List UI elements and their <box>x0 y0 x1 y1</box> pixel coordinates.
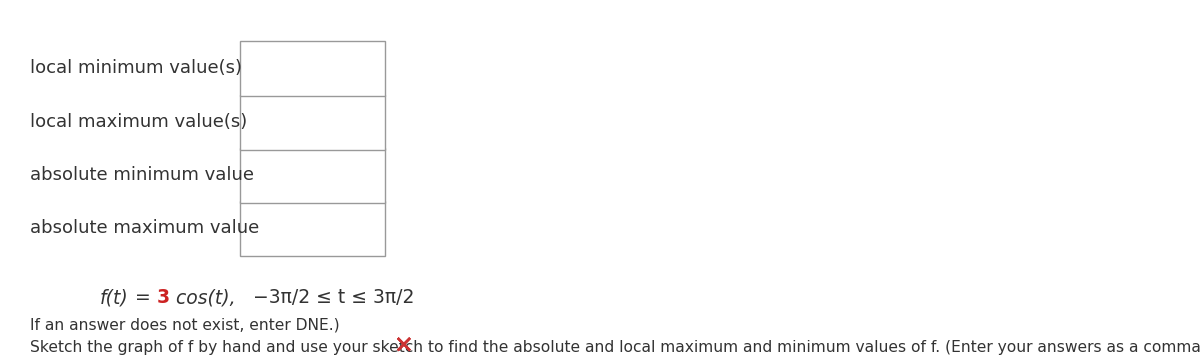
Text: local maximum value(s): local maximum value(s) <box>30 113 247 131</box>
Text: f(t): f(t) <box>100 288 128 307</box>
Text: =: = <box>128 288 156 307</box>
Text: If an answer does not exist, enter DNE.): If an answer does not exist, enter DNE.) <box>30 318 340 333</box>
Text: ✕: ✕ <box>394 335 413 359</box>
Text: −3π/2 ≤ t ≤ 3π/2: −3π/2 ≤ t ≤ 3π/2 <box>235 288 415 307</box>
Text: ✕: ✕ <box>394 335 413 359</box>
Text: absolute maximum value: absolute maximum value <box>30 219 259 237</box>
Text: Sketch the graph of f by hand and use your sketch to find the absolute and local: Sketch the graph of f by hand and use yo… <box>30 340 1200 355</box>
Bar <box>240 148 385 203</box>
Text: cos(t),: cos(t), <box>169 288 235 307</box>
Text: ✕: ✕ <box>394 335 413 359</box>
Bar <box>240 41 385 96</box>
Text: 3: 3 <box>156 288 169 307</box>
Text: absolute minimum value: absolute minimum value <box>30 166 254 184</box>
Bar <box>240 95 385 150</box>
Text: local minimum value(s): local minimum value(s) <box>30 59 242 77</box>
Text: ✕: ✕ <box>394 335 413 359</box>
Bar <box>240 201 385 256</box>
